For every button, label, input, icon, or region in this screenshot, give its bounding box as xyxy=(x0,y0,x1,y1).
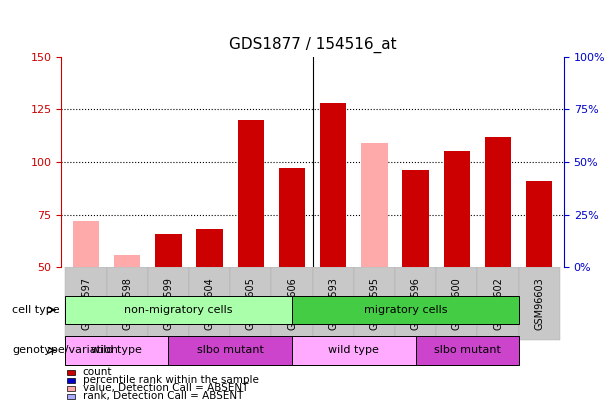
Text: slbo mutant: slbo mutant xyxy=(197,345,264,355)
Bar xyxy=(444,151,470,267)
Bar xyxy=(361,143,387,267)
Text: slbo mutant: slbo mutant xyxy=(434,345,501,355)
Text: non-migratory cells: non-migratory cells xyxy=(124,305,233,315)
Bar xyxy=(403,171,429,267)
Text: migratory cells: migratory cells xyxy=(364,305,447,315)
Bar xyxy=(73,221,99,267)
Text: cell type: cell type xyxy=(12,305,60,315)
Text: wild type: wild type xyxy=(329,345,379,355)
Bar xyxy=(114,255,140,267)
Text: wild type: wild type xyxy=(91,345,142,355)
Bar xyxy=(279,168,305,267)
Text: percentile rank within the sample: percentile rank within the sample xyxy=(83,375,259,385)
Bar xyxy=(526,181,552,267)
Bar xyxy=(238,120,264,267)
Text: value, Detection Call = ABSENT: value, Detection Call = ABSENT xyxy=(83,384,248,393)
Bar xyxy=(155,234,181,267)
Text: count: count xyxy=(83,367,112,377)
Bar xyxy=(485,137,511,267)
Text: genotype/variation: genotype/variation xyxy=(12,345,118,355)
Text: rank, Detection Call = ABSENT: rank, Detection Call = ABSENT xyxy=(83,392,243,401)
Bar xyxy=(196,229,223,267)
Bar xyxy=(320,103,346,267)
Title: GDS1877 / 154516_at: GDS1877 / 154516_at xyxy=(229,36,397,53)
